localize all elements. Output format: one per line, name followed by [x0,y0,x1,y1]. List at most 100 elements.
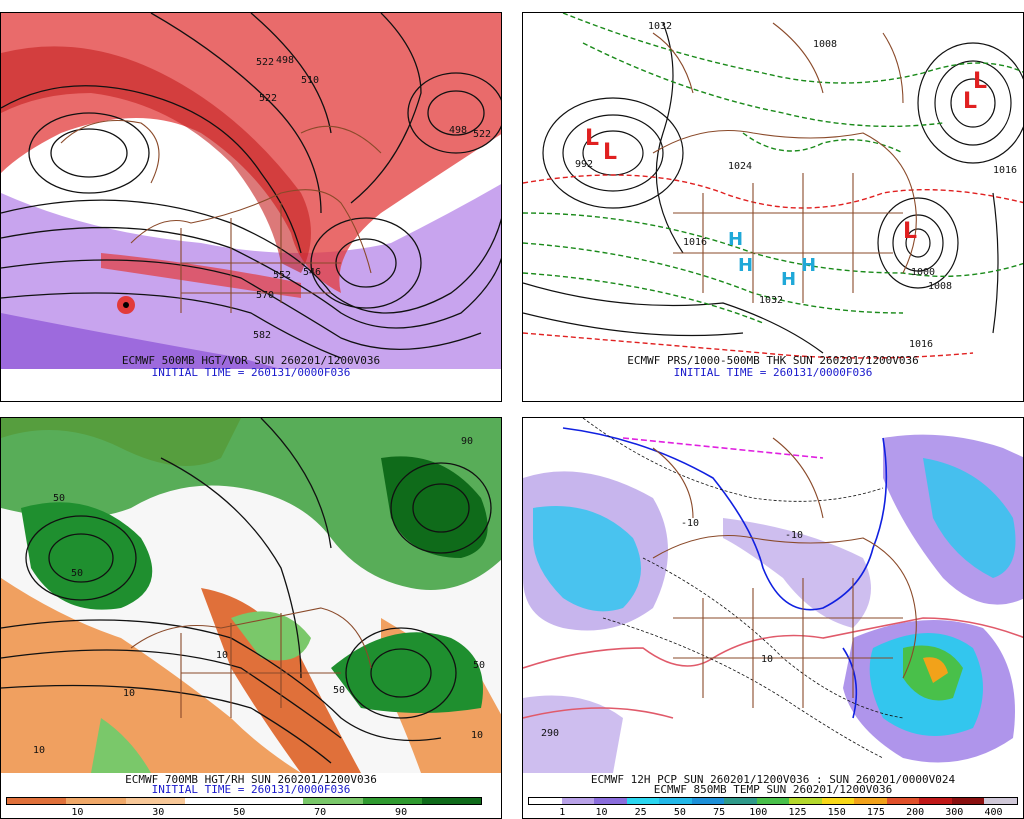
initial-time-caption: INITIAL TIME = 260131/0000F036 [151,366,351,379]
legend-swatch [529,798,562,804]
precip-temperature-map: -10 -10 290 10 [523,418,1023,773]
contour-label: 498 [276,55,294,66]
legend-tick-label: 70 [314,807,327,818]
isobar-label: 1008 [813,39,837,50]
legend-tick-label: 25 [634,807,647,818]
rh-label: 10 [123,688,135,699]
initial-time-caption: INITIAL TIME = 260131/0000F036 [151,783,351,796]
legend-swatch [919,798,952,804]
legend-tick-label: 50 [673,807,686,818]
legend-tick-label: 175 [866,807,885,818]
precip-legend-ticks: 1 10 25 50 75 100 125 150 175 200 300 400 [528,807,1018,818]
low-pressure-symbol: L [903,219,917,244]
low-pressure-symbol: L [585,126,599,151]
legend-swatch [594,798,627,804]
high-pressure-symbol: H [781,269,796,290]
rh-label: 50 [333,685,345,696]
vorticity-map: 522 498 510 522 552 546 570 582 498 522 [1,13,501,369]
low-pressure-symbol: L [973,69,987,94]
legend-tick-label: 30 [152,807,165,818]
rh-label: 50 [71,568,83,579]
legend-tick-label: 1 [559,807,566,818]
legend-swatch [886,798,920,804]
initial-time-caption: INITIAL TIME = 260131/0000F036 [673,366,873,379]
contour-label: 498 [449,125,467,136]
map-caption: ECMWF 12H PCP SUN 260201/1200V036 : SUN … [590,773,956,786]
map-caption: ECMWF PRS/1000-500MB THK SUN 260201/1200… [627,354,919,367]
legend-tick-label: 150 [827,807,846,818]
rh-label: 10 [33,745,45,756]
legend-swatch [303,798,363,804]
contour-label: 510 [301,75,319,86]
legend-swatch [244,798,304,804]
legend-swatch [854,798,887,804]
isobar-label: 1032 [759,295,783,306]
isobar-label: 1016 [683,237,707,248]
panel-500mb-vorticity: 522 498 510 522 552 546 570 582 498 522 … [0,12,502,402]
legend-tick-label: 75 [713,807,726,818]
legend-tick-label: 125 [788,807,807,818]
legend-tick-label: 10 [595,807,608,818]
map-caption: ECMWF 500MB HGT/VOR SUN 260201/1200V036 [121,354,381,367]
isobar-label: 1032 [648,21,672,32]
isobar-label: 1000 [911,267,935,278]
temp-label: 290 [541,728,559,739]
legend-swatch [184,798,244,804]
legend-swatch [659,798,692,804]
legend-swatch [724,798,757,804]
rh-label: 50 [473,660,485,671]
pressure-thickness-map: L L L L L H H H H 992 1032 1008 1024 101… [523,13,1023,369]
panel-pressure-thickness: L L L L L H H H H 992 1032 1008 1024 101… [522,12,1024,402]
panel-700mb-rh: 50 50 10 10 50 90 10 50 10 ECMWF 700MB H… [0,417,502,819]
isobar-label: 1016 [993,165,1017,176]
map-caption: ECMWF 700MB HGT/RH SUN 260201/1200V036 [125,773,377,786]
legend-tick-label: 90 [395,807,408,818]
low-pressure-symbol: L [603,140,617,165]
contour-label: 552 [273,270,291,281]
temp-label: 10 [761,654,773,665]
legend-swatch [756,798,790,804]
rh-label: 50 [53,493,65,504]
relative-humidity-map: 50 50 10 10 50 90 10 50 10 [1,418,501,773]
legend-tick-label: 200 [906,807,925,818]
contour-label: 570 [256,290,274,301]
legend-tick-label: 400 [984,807,1003,818]
high-pressure-symbol: H [801,255,816,276]
legend-tick-label: 10 [71,807,84,818]
legend-swatch [362,798,422,804]
low-pressure-symbol: L [963,89,977,114]
panel-precip-850mb-temp: -10 -10 290 10 ECMWF 12H PCP SUN 260201/… [522,417,1024,819]
high-pressure-symbol: H [738,255,753,276]
isobar-label: 1016 [909,339,933,350]
contour-label: 522 [256,57,274,68]
legend-swatch [125,798,185,804]
map-caption-secondary: ECMWF 850MB TEMP SUN 260201/1200V036 [653,783,893,796]
legend-swatch [951,798,985,804]
isobar-label: 1024 [728,161,752,172]
legend-tick-label: 50 [233,807,246,818]
legend-swatch [789,798,822,804]
legend-swatch [66,798,126,804]
rh-label: 10 [471,730,483,741]
isobar-label: 1008 [928,281,952,292]
high-pressure-symbol: H [728,229,743,250]
legend-swatch [7,798,67,804]
legend-tick-label: 100 [749,807,768,818]
rh-label: 90 [461,436,473,447]
legend-swatch [984,798,1017,804]
isobar-label: 992 [575,159,593,170]
rh-label: 10 [216,650,228,661]
precip-color-legend [528,797,1018,805]
legend-swatch [421,798,481,804]
legend-swatch [821,798,855,804]
contour-label: 582 [253,330,271,341]
rh-color-legend [6,797,482,805]
contour-label: 522 [473,129,491,140]
contour-label: 522 [259,93,277,104]
legend-swatch [561,798,595,804]
legend-swatch [626,798,660,804]
temp-label: -10 [681,518,699,529]
legend-tick-label: 300 [945,807,964,818]
temp-label: -10 [785,530,803,541]
rh-legend-ticks: 10 30 50 70 90 [6,807,482,818]
